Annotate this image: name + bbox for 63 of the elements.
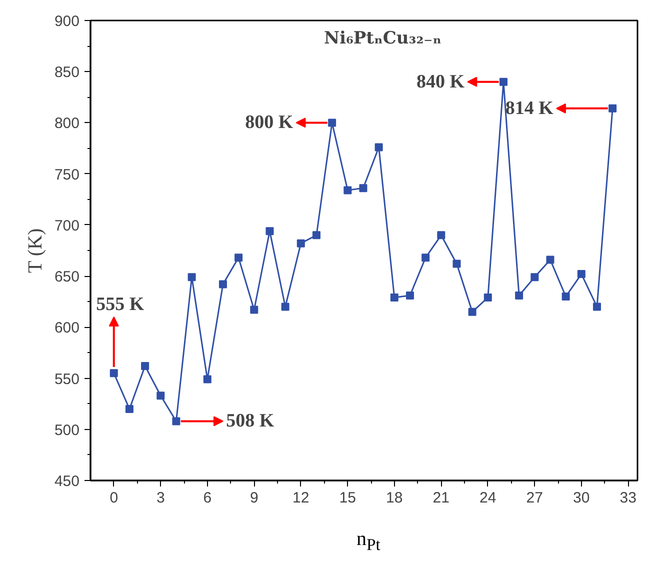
point (562, 292, 570, 300)
y-axis-title: T (K) (24, 228, 46, 273)
point (437, 231, 446, 240)
annotation: 814 K (505, 98, 554, 119)
point (234, 254, 243, 262)
point (110, 369, 118, 378)
point (452, 260, 461, 268)
point (577, 270, 586, 278)
point (546, 256, 554, 264)
y-tick-label: 900 (54, 13, 80, 30)
point (344, 186, 352, 194)
point (250, 306, 258, 314)
point (390, 294, 398, 302)
point (515, 291, 524, 300)
point (359, 184, 368, 192)
point (484, 294, 492, 302)
point (422, 254, 430, 262)
point (141, 362, 150, 370)
point (406, 291, 414, 300)
x-tick-label: 18 (386, 490, 403, 506)
x-tick-label: 3 (156, 490, 165, 506)
annotation: 508 K (226, 410, 274, 432)
y-tick-label: 600 (54, 320, 80, 337)
x-tick-label: 24 (480, 490, 496, 506)
point (530, 273, 539, 282)
point (312, 231, 320, 240)
point (218, 280, 227, 288)
point (328, 118, 336, 127)
point (125, 404, 134, 413)
x-tick-label: 33 (620, 490, 636, 506)
point (156, 392, 165, 400)
point (374, 143, 383, 152)
x-tick-label: 27 (526, 490, 543, 506)
y-tick-label: 700 (54, 217, 80, 234)
y-tick-label: 650 (54, 268, 80, 286)
point (592, 302, 601, 311)
point (266, 227, 274, 236)
y-tick-label: 800 (54, 115, 80, 132)
x-tick-label: 21 (432, 490, 450, 506)
y-tick-label: 500 (54, 422, 80, 439)
x-tick-label: 30 (573, 490, 590, 506)
point (281, 302, 290, 311)
x-tick-label: 0 (110, 490, 118, 506)
annotation: 800 K (245, 112, 294, 134)
y-tick-label: 550 (54, 370, 80, 388)
point (172, 417, 180, 426)
x-tick-label: 15 (339, 490, 356, 506)
y-tick-label: 450 (54, 473, 80, 490)
x-tick-label: 12 (292, 490, 310, 506)
annotation: 840 K (416, 71, 465, 92)
annotation: 555 K (96, 294, 144, 315)
y-tick-label: 750 (54, 166, 80, 184)
x-tick-label: 9 (250, 490, 258, 506)
text: Ni₆PtₙCu₃₂₋ₙ (324, 28, 442, 49)
point (499, 78, 508, 86)
point (468, 308, 476, 316)
x-tick-label: 6 (203, 490, 212, 506)
x-axis-title: n$_{Pt}$ (356, 527, 380, 556)
point (296, 239, 305, 248)
point (203, 375, 212, 384)
point (608, 104, 617, 112)
y-tick-label: 850 (54, 64, 80, 82)
point (188, 273, 196, 282)
